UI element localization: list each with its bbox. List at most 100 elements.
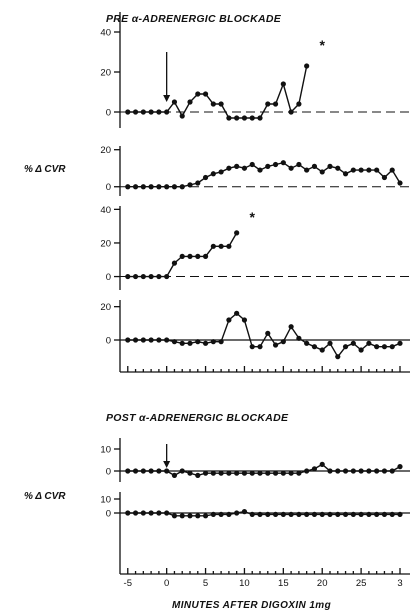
data-point	[249, 470, 255, 476]
data-point	[171, 339, 178, 345]
data-point	[156, 273, 162, 280]
data-point	[311, 163, 318, 169]
data-point	[374, 167, 380, 173]
data-point	[234, 163, 240, 169]
x-tick-label: 3	[397, 578, 402, 589]
data-point	[397, 340, 403, 346]
pre-blockade-title: PRE α-ADRENERGIC BLOCKADE	[106, 13, 282, 25]
data-point	[187, 470, 193, 476]
data-point	[389, 511, 395, 517]
data-point	[296, 470, 302, 476]
data-point	[358, 347, 364, 353]
data-point	[257, 167, 263, 173]
digoxin-arrow-icon	[163, 444, 171, 468]
data-point	[202, 91, 209, 97]
data-point	[195, 472, 201, 478]
data-point	[171, 513, 178, 519]
data-point	[350, 511, 356, 517]
data-point	[335, 354, 341, 360]
significance-marker: *	[319, 37, 325, 53]
data-point	[319, 511, 325, 517]
x-tick-label: 0	[164, 578, 169, 589]
significance-marker: *	[249, 209, 255, 225]
data-point	[218, 101, 224, 107]
data-point	[226, 165, 232, 171]
data-point	[311, 344, 318, 350]
data-point	[327, 340, 333, 346]
data-point	[226, 317, 232, 323]
data-point	[148, 337, 154, 343]
data-point	[234, 230, 240, 236]
data-point	[210, 101, 216, 107]
data-point	[342, 344, 349, 350]
data-point	[288, 165, 294, 171]
y-tick-label: 10	[100, 495, 111, 506]
data-point	[164, 273, 170, 280]
data-point	[265, 101, 271, 107]
x-tick-label: 25	[356, 578, 367, 589]
data-point	[202, 253, 209, 259]
data-point	[210, 470, 216, 476]
data-point	[272, 470, 279, 476]
data-point	[296, 161, 302, 168]
data-point	[272, 101, 279, 107]
data-point	[397, 464, 403, 470]
y-tick-label: 20	[100, 302, 111, 313]
data-point	[195, 180, 201, 186]
data-point	[265, 163, 271, 169]
panel-2: 0 20	[100, 145, 410, 196]
panel-3: 0 20 40 *	[100, 205, 410, 290]
data-point	[288, 511, 294, 517]
data-point	[210, 243, 216, 249]
data-point	[210, 171, 216, 177]
data-point	[304, 468, 310, 474]
data-point	[358, 167, 364, 173]
panel-1: 0 20 40 *	[100, 12, 410, 128]
data-point	[125, 109, 131, 115]
data-point	[218, 243, 224, 249]
data-point	[218, 470, 224, 476]
data-point	[311, 511, 318, 517]
data-point	[374, 468, 380, 474]
data-point	[272, 342, 279, 348]
data-point	[257, 115, 263, 121]
data-point	[132, 273, 139, 280]
data-point	[327, 468, 333, 474]
data-point	[342, 171, 349, 177]
y-tick-label: 40	[100, 205, 111, 216]
y-tick-label: 0	[106, 182, 111, 193]
data-point	[288, 470, 294, 476]
y-tick-label: 20	[100, 238, 111, 249]
data-point	[140, 184, 146, 190]
data-point	[156, 109, 162, 115]
data-point	[319, 169, 325, 175]
data-point	[179, 113, 185, 119]
y-tick-label: 20	[100, 145, 111, 156]
digoxin-arrow-icon	[163, 52, 171, 102]
y-tick-label: 0	[106, 108, 111, 119]
data-point	[389, 468, 395, 474]
data-point	[389, 344, 395, 350]
data-point	[202, 174, 209, 181]
data-point	[296, 335, 302, 341]
data-point	[140, 109, 146, 115]
data-point	[265, 470, 271, 476]
y-tick-label: 20	[100, 68, 111, 79]
data-point	[257, 344, 263, 350]
data-point	[140, 510, 146, 516]
data-point	[249, 115, 255, 121]
data-point	[335, 468, 341, 474]
data-point	[366, 340, 372, 346]
data-point	[358, 468, 364, 474]
data-point	[366, 468, 372, 474]
y-axis-label-post: % Δ CVR	[24, 491, 66, 502]
data-point	[179, 340, 185, 346]
data-point	[280, 81, 286, 87]
data-point	[397, 511, 403, 517]
chart-panels: 0 20 40 * 0 20 0 20 40 * 0 20 0 10 0 10 -5 0 5 10 15 20 25 3	[100, 12, 410, 589]
data-point	[257, 470, 263, 476]
x-tick-label: 15	[278, 578, 289, 589]
data-point	[164, 109, 170, 115]
data-point	[272, 511, 279, 517]
